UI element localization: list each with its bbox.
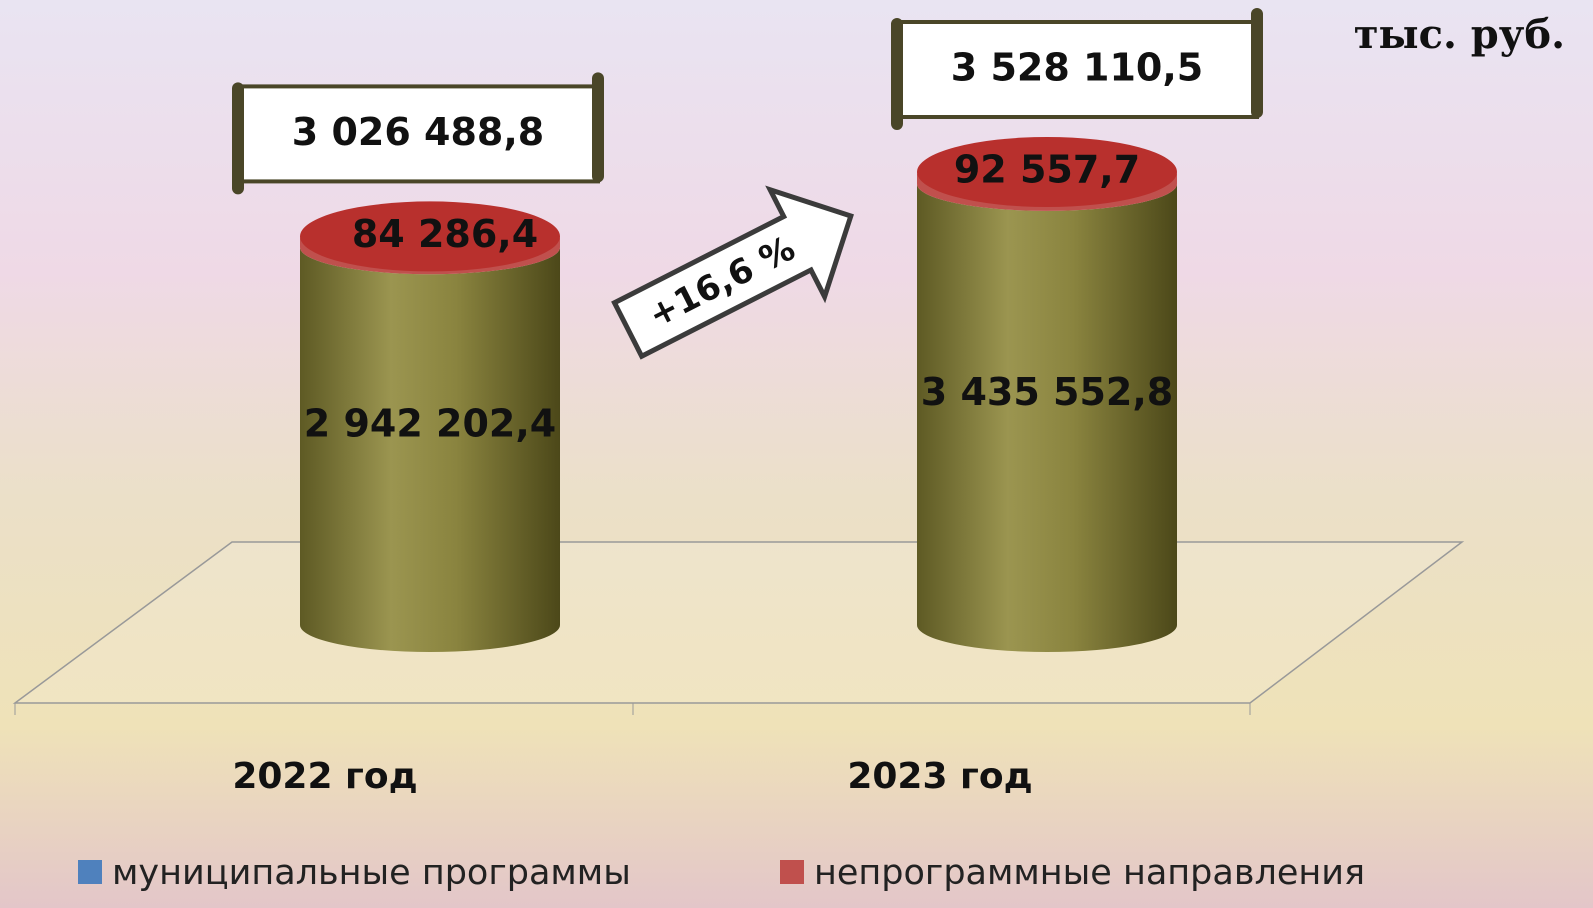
- legend-label: муниципальные программы: [112, 853, 631, 893]
- bar-segment: [300, 247, 560, 652]
- bar-cap: [300, 201, 560, 272]
- legend-swatch: [78, 860, 102, 884]
- bar-segment: [917, 183, 1177, 652]
- value-label: 3 435 552,8: [921, 370, 1173, 414]
- banner-curl: [891, 8, 1263, 130]
- category-label: 2023 год: [847, 756, 1032, 797]
- total-label: 3 528 110,5: [951, 46, 1203, 90]
- total-label: 3 026 488,8: [292, 110, 544, 154]
- value-label: 84 286,4: [352, 212, 538, 256]
- unit-label: тыс. руб.: [1354, 11, 1565, 58]
- arrow-shape: [611, 185, 854, 360]
- legend-swatch: [780, 860, 804, 884]
- value-label: 92 557,7: [954, 148, 1140, 192]
- banner-box: [895, 20, 1259, 119]
- bar-cap: [917, 137, 1177, 207]
- category-label: 2022 год: [232, 756, 417, 797]
- legend-label: непрограммные направления: [814, 853, 1365, 893]
- floor: [12, 541, 1465, 704]
- value-label: 2 942 202,4: [304, 402, 556, 446]
- banner-curl: [232, 72, 604, 195]
- total-banner: 3 026 488,8: [232, 72, 604, 195]
- total-banner: 3 528 110,5: [891, 8, 1263, 130]
